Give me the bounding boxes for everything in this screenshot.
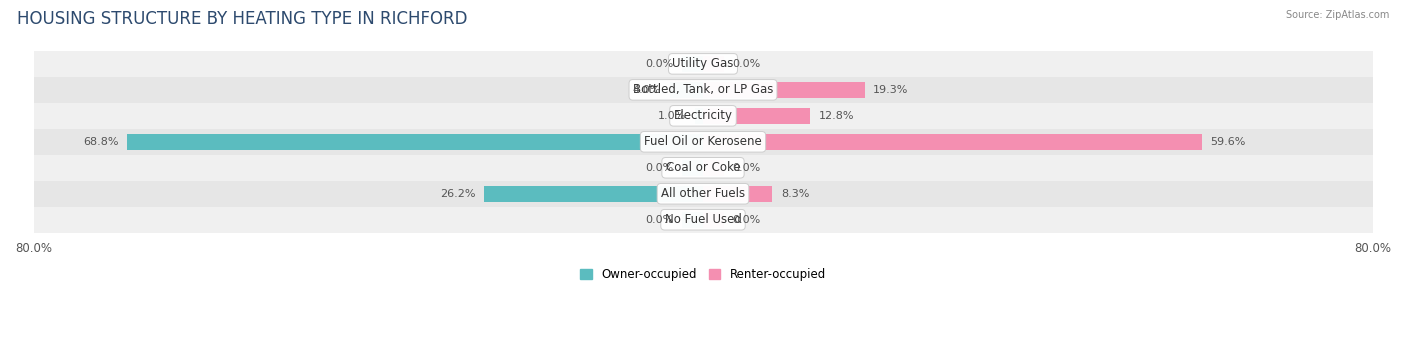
Text: Coal or Coke: Coal or Coke (665, 161, 741, 174)
Bar (682, 56, 703, 72)
Text: 0.0%: 0.0% (645, 215, 673, 225)
Text: 1.0%: 1.0% (658, 111, 686, 121)
Bar (127, 134, 703, 150)
Bar (669, 82, 703, 98)
Text: 68.8%: 68.8% (83, 137, 120, 147)
Bar (34, 155, 1372, 181)
Bar (703, 186, 772, 202)
Text: 0.0%: 0.0% (733, 215, 761, 225)
Bar (703, 56, 724, 72)
Text: 59.6%: 59.6% (1211, 137, 1246, 147)
Text: Bottled, Tank, or LP Gas: Bottled, Tank, or LP Gas (633, 83, 773, 97)
Bar (34, 181, 1372, 207)
Text: 0.0%: 0.0% (733, 59, 761, 69)
Bar (703, 212, 724, 227)
Text: 19.3%: 19.3% (873, 85, 908, 95)
Text: 0.0%: 0.0% (645, 59, 673, 69)
Bar (34, 207, 1372, 233)
Bar (703, 82, 865, 98)
Bar (703, 134, 1202, 150)
Bar (682, 212, 703, 227)
Text: 26.2%: 26.2% (440, 189, 475, 199)
Legend: Owner-occupied, Renter-occupied: Owner-occupied, Renter-occupied (575, 263, 831, 286)
Text: No Fuel Used: No Fuel Used (665, 213, 741, 226)
Text: All other Fuels: All other Fuels (661, 187, 745, 200)
Bar (484, 186, 703, 202)
Bar (695, 108, 703, 124)
Text: 0.0%: 0.0% (733, 163, 761, 173)
Text: Electricity: Electricity (673, 109, 733, 122)
Bar (34, 77, 1372, 103)
Bar (34, 51, 1372, 77)
Bar (703, 108, 810, 124)
Bar (34, 103, 1372, 129)
Text: 0.0%: 0.0% (645, 163, 673, 173)
Bar (682, 160, 703, 176)
Text: 4.0%: 4.0% (633, 85, 661, 95)
Text: 12.8%: 12.8% (818, 111, 853, 121)
Text: Utility Gas: Utility Gas (672, 57, 734, 70)
Text: Source: ZipAtlas.com: Source: ZipAtlas.com (1285, 10, 1389, 20)
Text: HOUSING STRUCTURE BY HEATING TYPE IN RICHFORD: HOUSING STRUCTURE BY HEATING TYPE IN RIC… (17, 10, 467, 28)
Text: Fuel Oil or Kerosene: Fuel Oil or Kerosene (644, 135, 762, 148)
Bar (703, 160, 724, 176)
Bar (34, 129, 1372, 155)
Text: 8.3%: 8.3% (780, 189, 810, 199)
